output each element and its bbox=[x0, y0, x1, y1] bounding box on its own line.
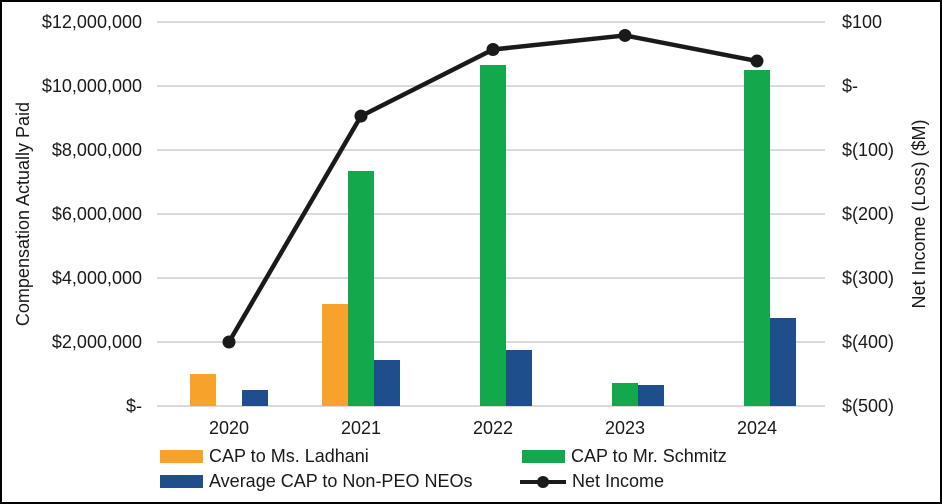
net-income-point bbox=[750, 54, 764, 68]
bar-cap-to-mr-schmitz-2021 bbox=[348, 170, 374, 406]
legend-item-avg-cap-non-peo: Average CAP to Non-PEO NEOs bbox=[160, 469, 472, 494]
gridline bbox=[157, 21, 825, 23]
legend-label-net-income: Net Income bbox=[572, 471, 665, 491]
net-income-point bbox=[354, 109, 368, 123]
right-tick-label: $(100) bbox=[842, 140, 895, 160]
gridline bbox=[157, 405, 825, 407]
bar-average-cap-to-non-peo-neos-2020 bbox=[242, 390, 268, 406]
net-income-point bbox=[486, 43, 500, 57]
legend-swatch-non-peo bbox=[160, 475, 203, 488]
x-axis-label-2023: 2023 bbox=[604, 418, 646, 438]
left-tick-label: $2,000,000 bbox=[51, 332, 142, 352]
bar-cap-to-mr-schmitz-2022 bbox=[480, 65, 506, 406]
bar-cap-to-ms-ladhani-2020 bbox=[190, 374, 216, 406]
right-tick-label: $(500) bbox=[842, 396, 895, 416]
left-tick-label: $12,000,000 bbox=[41, 12, 142, 32]
right-tick-label: $- bbox=[842, 76, 859, 96]
legend-swatch-ladhani bbox=[160, 450, 203, 463]
right-axis-title: Net Income (Loss) ($M) bbox=[909, 119, 929, 309]
bar-average-cap-to-non-peo-neos-2022 bbox=[506, 350, 532, 406]
bar-cap-to-mr-schmitz-2024 bbox=[744, 70, 770, 406]
legend-line-dot-marker bbox=[520, 475, 566, 488]
bar-cap-to-ms-ladhani-2021 bbox=[322, 303, 348, 406]
left-tick-label: $10,000,000 bbox=[41, 76, 142, 96]
legend-item-net-income: Net Income bbox=[520, 469, 664, 494]
net-income-point bbox=[618, 28, 632, 42]
legend-label-non-peo: Average CAP to Non-PEO NEOs bbox=[209, 471, 473, 491]
x-axis-label-2024: 2024 bbox=[736, 418, 778, 438]
x-axis-label-2020: 2020 bbox=[208, 418, 250, 438]
right-tick-label: $(300) bbox=[842, 268, 895, 288]
right-tick-label: $(200) bbox=[842, 204, 895, 224]
bar-cap-to-mr-schmitz-2023 bbox=[612, 382, 638, 406]
right-tick-label: $(400) bbox=[842, 332, 895, 352]
bar-average-cap-to-non-peo-neos-2021 bbox=[374, 359, 400, 406]
legend-swatch-schmitz bbox=[522, 450, 565, 463]
x-axis-label-2021: 2021 bbox=[340, 418, 382, 438]
legend-label-schmitz: CAP to Mr. Schmitz bbox=[571, 446, 727, 466]
x-axis-label-2022: 2022 bbox=[472, 418, 514, 438]
left-tick-label: $- bbox=[125, 396, 142, 416]
legend-label-ladhani: CAP to Ms. Ladhani bbox=[209, 446, 369, 466]
left-tick-label: $4,000,000 bbox=[51, 268, 142, 288]
left-tick-label: $6,000,000 bbox=[51, 204, 142, 224]
bar-average-cap-to-non-peo-neos-2024 bbox=[770, 318, 796, 406]
bar-average-cap-to-non-peo-neos-2023 bbox=[638, 385, 664, 406]
legend-item-cap-ladhani: CAP to Ms. Ladhani bbox=[160, 444, 369, 469]
left-tick-label: $8,000,000 bbox=[51, 140, 142, 160]
legend-item-cap-schmitz: CAP to Mr. Schmitz bbox=[522, 444, 727, 469]
right-tick-label: $100 bbox=[842, 12, 883, 32]
